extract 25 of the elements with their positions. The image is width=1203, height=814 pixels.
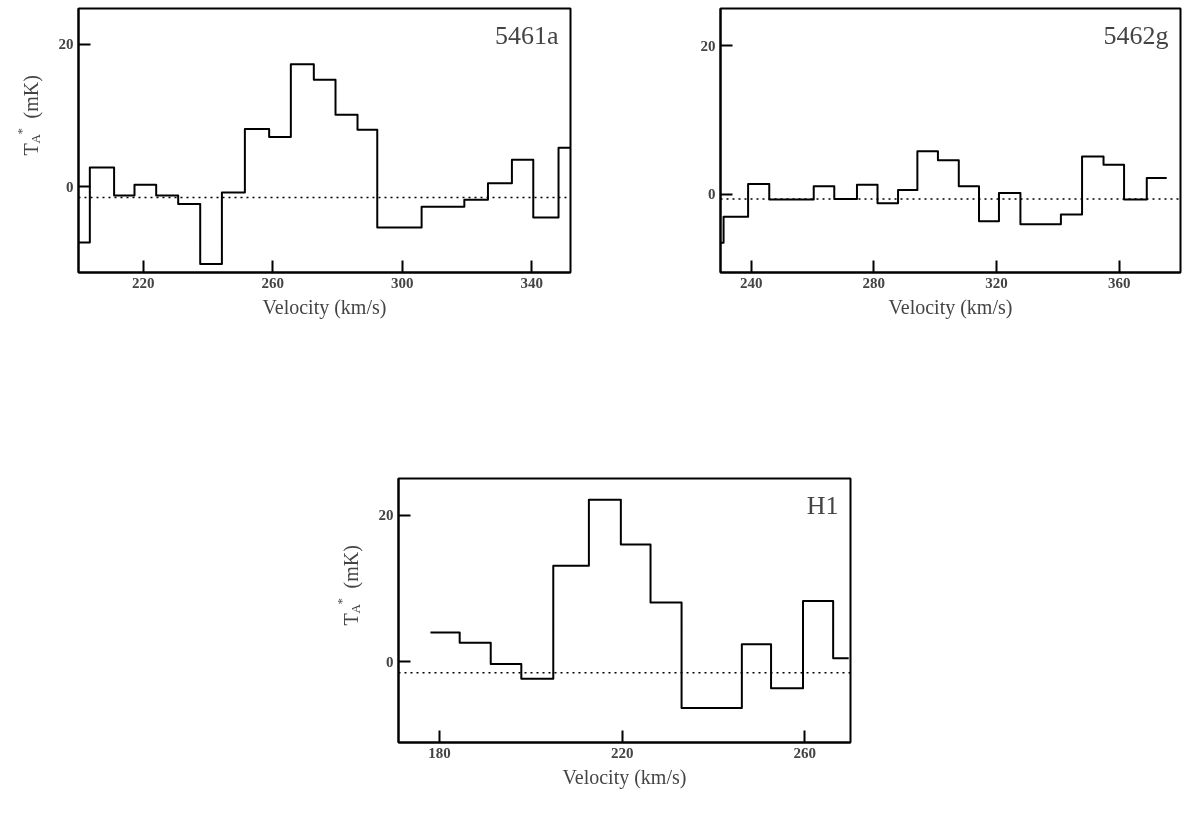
y-tick-label: 20: [58, 36, 74, 53]
chart-title: 5461a: [494, 20, 559, 50]
x-tick-label: 180: [428, 744, 451, 761]
x-tick-label: 280: [862, 274, 886, 291]
x-tick-label: 220: [131, 274, 155, 291]
y-tick-label: 0: [708, 186, 716, 203]
chart-title: H1: [806, 490, 839, 520]
x-tick-label: 320: [985, 274, 1008, 291]
x-tick-label: 260: [261, 274, 284, 291]
x-tick-label: 360: [1107, 274, 1131, 291]
x-tick-label: 300: [390, 274, 414, 291]
x-tick-label: 220: [610, 744, 634, 761]
x-axis-title: Velocity (km/s): [888, 295, 1013, 319]
y-tick-label: 20: [378, 507, 394, 524]
y-axis-title: TA* (mK): [334, 545, 363, 626]
y-axis-title: TA* (mK): [14, 75, 43, 156]
x-axis-title: Velocity (km/s): [262, 295, 387, 319]
y-tick-label: 20: [700, 37, 716, 54]
text: 5462g: [1103, 20, 1169, 50]
x-tick-label: 340: [520, 274, 543, 291]
y-tick-label: 0: [66, 178, 74, 195]
x-tick-label: 240: [739, 274, 763, 291]
y-tick-label: 0: [386, 653, 394, 670]
x-tick-label: 260: [793, 744, 817, 761]
x-axis-title: Velocity (km/s): [562, 765, 687, 789]
